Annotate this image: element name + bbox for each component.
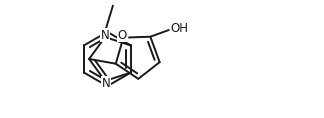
Text: O: O (118, 29, 127, 42)
Text: N: N (101, 77, 110, 90)
Text: OH: OH (170, 22, 189, 35)
Text: N: N (101, 29, 110, 42)
